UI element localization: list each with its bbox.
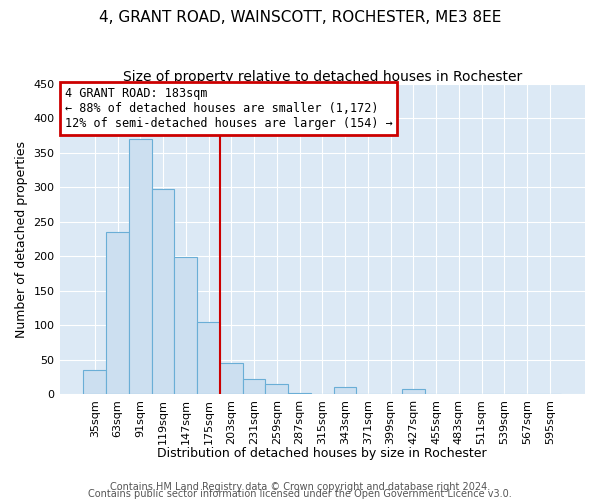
Bar <box>129 139 152 394</box>
Text: 4 GRANT ROAD: 183sqm
← 88% of detached houses are smaller (1,172)
12% of semi-de: 4 GRANT ROAD: 183sqm ← 88% of detached h… <box>65 87 392 130</box>
Bar <box>152 190 175 394</box>
Bar <box>83 370 106 394</box>
Text: 4, GRANT ROAD, WAINSCOTT, ROCHESTER, ME3 8EE: 4, GRANT ROAD, WAINSCOTT, ROCHESTER, ME3… <box>99 10 501 25</box>
Bar <box>106 232 129 394</box>
Text: Contains public sector information licensed under the Open Government Licence v3: Contains public sector information licen… <box>88 489 512 499</box>
Y-axis label: Number of detached properties: Number of detached properties <box>15 140 28 338</box>
Text: Contains HM Land Registry data © Crown copyright and database right 2024.: Contains HM Land Registry data © Crown c… <box>110 482 490 492</box>
Bar <box>402 388 425 394</box>
Bar <box>334 388 356 394</box>
Bar <box>242 379 265 394</box>
Bar <box>288 393 311 394</box>
Bar <box>220 362 242 394</box>
Title: Size of property relative to detached houses in Rochester: Size of property relative to detached ho… <box>122 70 522 84</box>
Bar <box>197 322 220 394</box>
X-axis label: Distribution of detached houses by size in Rochester: Distribution of detached houses by size … <box>157 447 487 460</box>
Bar <box>175 257 197 394</box>
Bar <box>265 384 288 394</box>
